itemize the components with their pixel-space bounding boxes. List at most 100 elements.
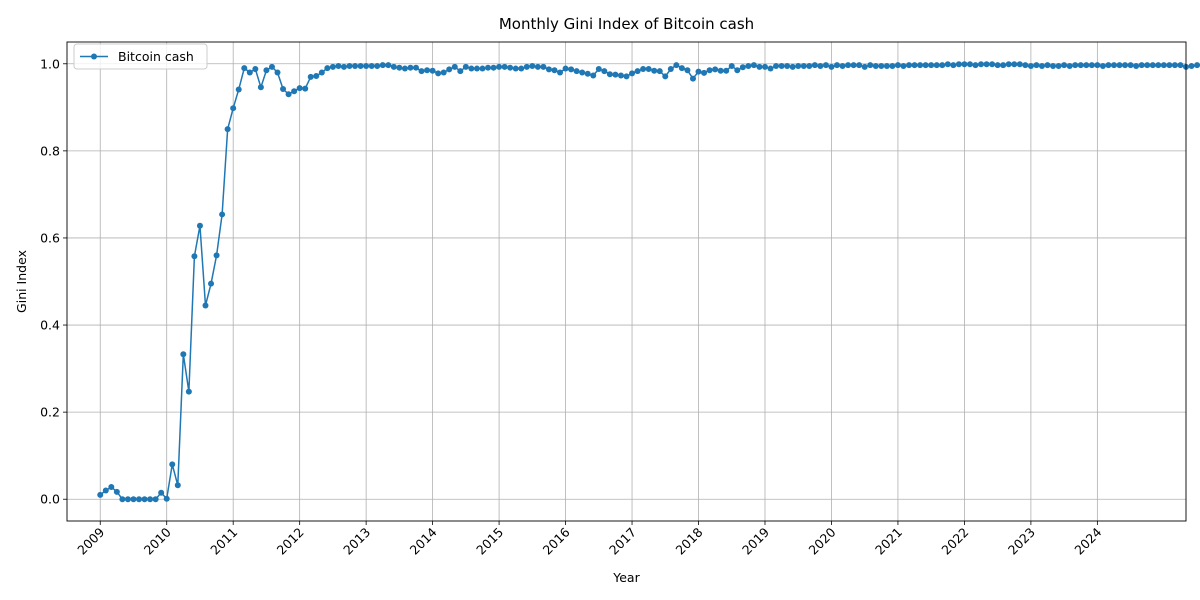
data-point (379, 62, 386, 69)
data-point (839, 62, 846, 69)
data-point (1038, 62, 1045, 69)
data-point (667, 66, 674, 72)
series-layer (97, 61, 1200, 503)
data-point (662, 73, 669, 80)
data-point (778, 62, 785, 69)
data-point (490, 64, 497, 71)
data-point (1016, 61, 1023, 68)
data-point (640, 66, 647, 72)
data-point (534, 63, 541, 70)
data-point (1022, 62, 1029, 69)
data-point (545, 66, 552, 73)
data-point (878, 62, 885, 69)
data-point (374, 62, 381, 69)
y-tick-label: 0.4 (40, 318, 60, 333)
data-point (219, 211, 226, 218)
data-point (108, 484, 115, 491)
data-point (1122, 62, 1129, 69)
data-point (1077, 62, 1084, 69)
data-point (335, 62, 342, 69)
data-point (978, 61, 985, 68)
y-axis-title: Gini Index (14, 250, 29, 313)
data-point (800, 62, 807, 69)
data-point (324, 65, 331, 72)
legend-label: Bitcoin cash (118, 49, 194, 64)
plot-frame (66, 41, 1187, 522)
data-point (451, 63, 458, 70)
data-point (496, 63, 503, 70)
data-point (1127, 62, 1134, 69)
data-point (695, 68, 702, 75)
data-point (773, 62, 780, 69)
data-point (302, 85, 309, 92)
data-point (1160, 62, 1167, 69)
data-point (357, 62, 364, 69)
data-point (856, 62, 863, 69)
data-point (413, 64, 419, 71)
data-point (911, 62, 918, 69)
data-point (1155, 62, 1162, 69)
data-point (1105, 62, 1112, 69)
data-point (972, 62, 979, 69)
data-point (385, 62, 392, 69)
data-point (701, 69, 708, 76)
data-point (191, 253, 198, 260)
data-point (1033, 62, 1040, 69)
data-point (468, 65, 475, 72)
data-point (883, 62, 890, 69)
data-point (822, 62, 829, 69)
data-point (390, 63, 397, 70)
data-point (119, 496, 126, 503)
data-point (645, 66, 652, 72)
data-point (961, 61, 968, 68)
data-point (473, 65, 480, 72)
data-point (307, 73, 314, 80)
data-point (1027, 62, 1034, 69)
y-tick-label: 0.6 (40, 230, 60, 245)
data-point (368, 62, 375, 69)
data-point (767, 65, 774, 72)
data-point (595, 66, 602, 72)
data-point (1116, 62, 1123, 69)
data-point (584, 70, 591, 77)
legend-point-marker (91, 53, 97, 60)
data-point (169, 461, 176, 468)
data-point (130, 496, 137, 503)
data-point (551, 67, 558, 74)
data-point (440, 69, 447, 76)
data-point (1050, 62, 1057, 69)
data-point (163, 495, 170, 502)
data-point (340, 63, 347, 70)
data-point (789, 63, 796, 70)
data-point (429, 67, 436, 74)
data-point (540, 63, 547, 70)
data-point (1044, 62, 1051, 69)
data-point (296, 85, 303, 92)
x-axis-title: Year (612, 570, 640, 585)
data-point (806, 62, 813, 69)
data-point (418, 68, 425, 75)
data-point (1061, 62, 1068, 69)
data-point (989, 61, 996, 68)
data-point (579, 69, 586, 76)
data-point (147, 496, 154, 503)
data-point (900, 62, 907, 69)
data-point (224, 126, 231, 133)
data-point (950, 62, 957, 69)
data-point (944, 61, 951, 68)
data-point (507, 64, 514, 71)
data-point (235, 86, 242, 93)
data-point (274, 69, 281, 76)
data-point (263, 67, 270, 74)
data-point (922, 62, 929, 69)
data-point (462, 63, 469, 70)
data-point (795, 62, 802, 69)
data-point (811, 62, 818, 69)
data-point (784, 62, 791, 69)
data-point (894, 62, 901, 69)
data-point (1094, 62, 1101, 69)
data-point (717, 67, 724, 74)
legend: Bitcoin cash (73, 43, 208, 70)
data-point (617, 72, 624, 79)
